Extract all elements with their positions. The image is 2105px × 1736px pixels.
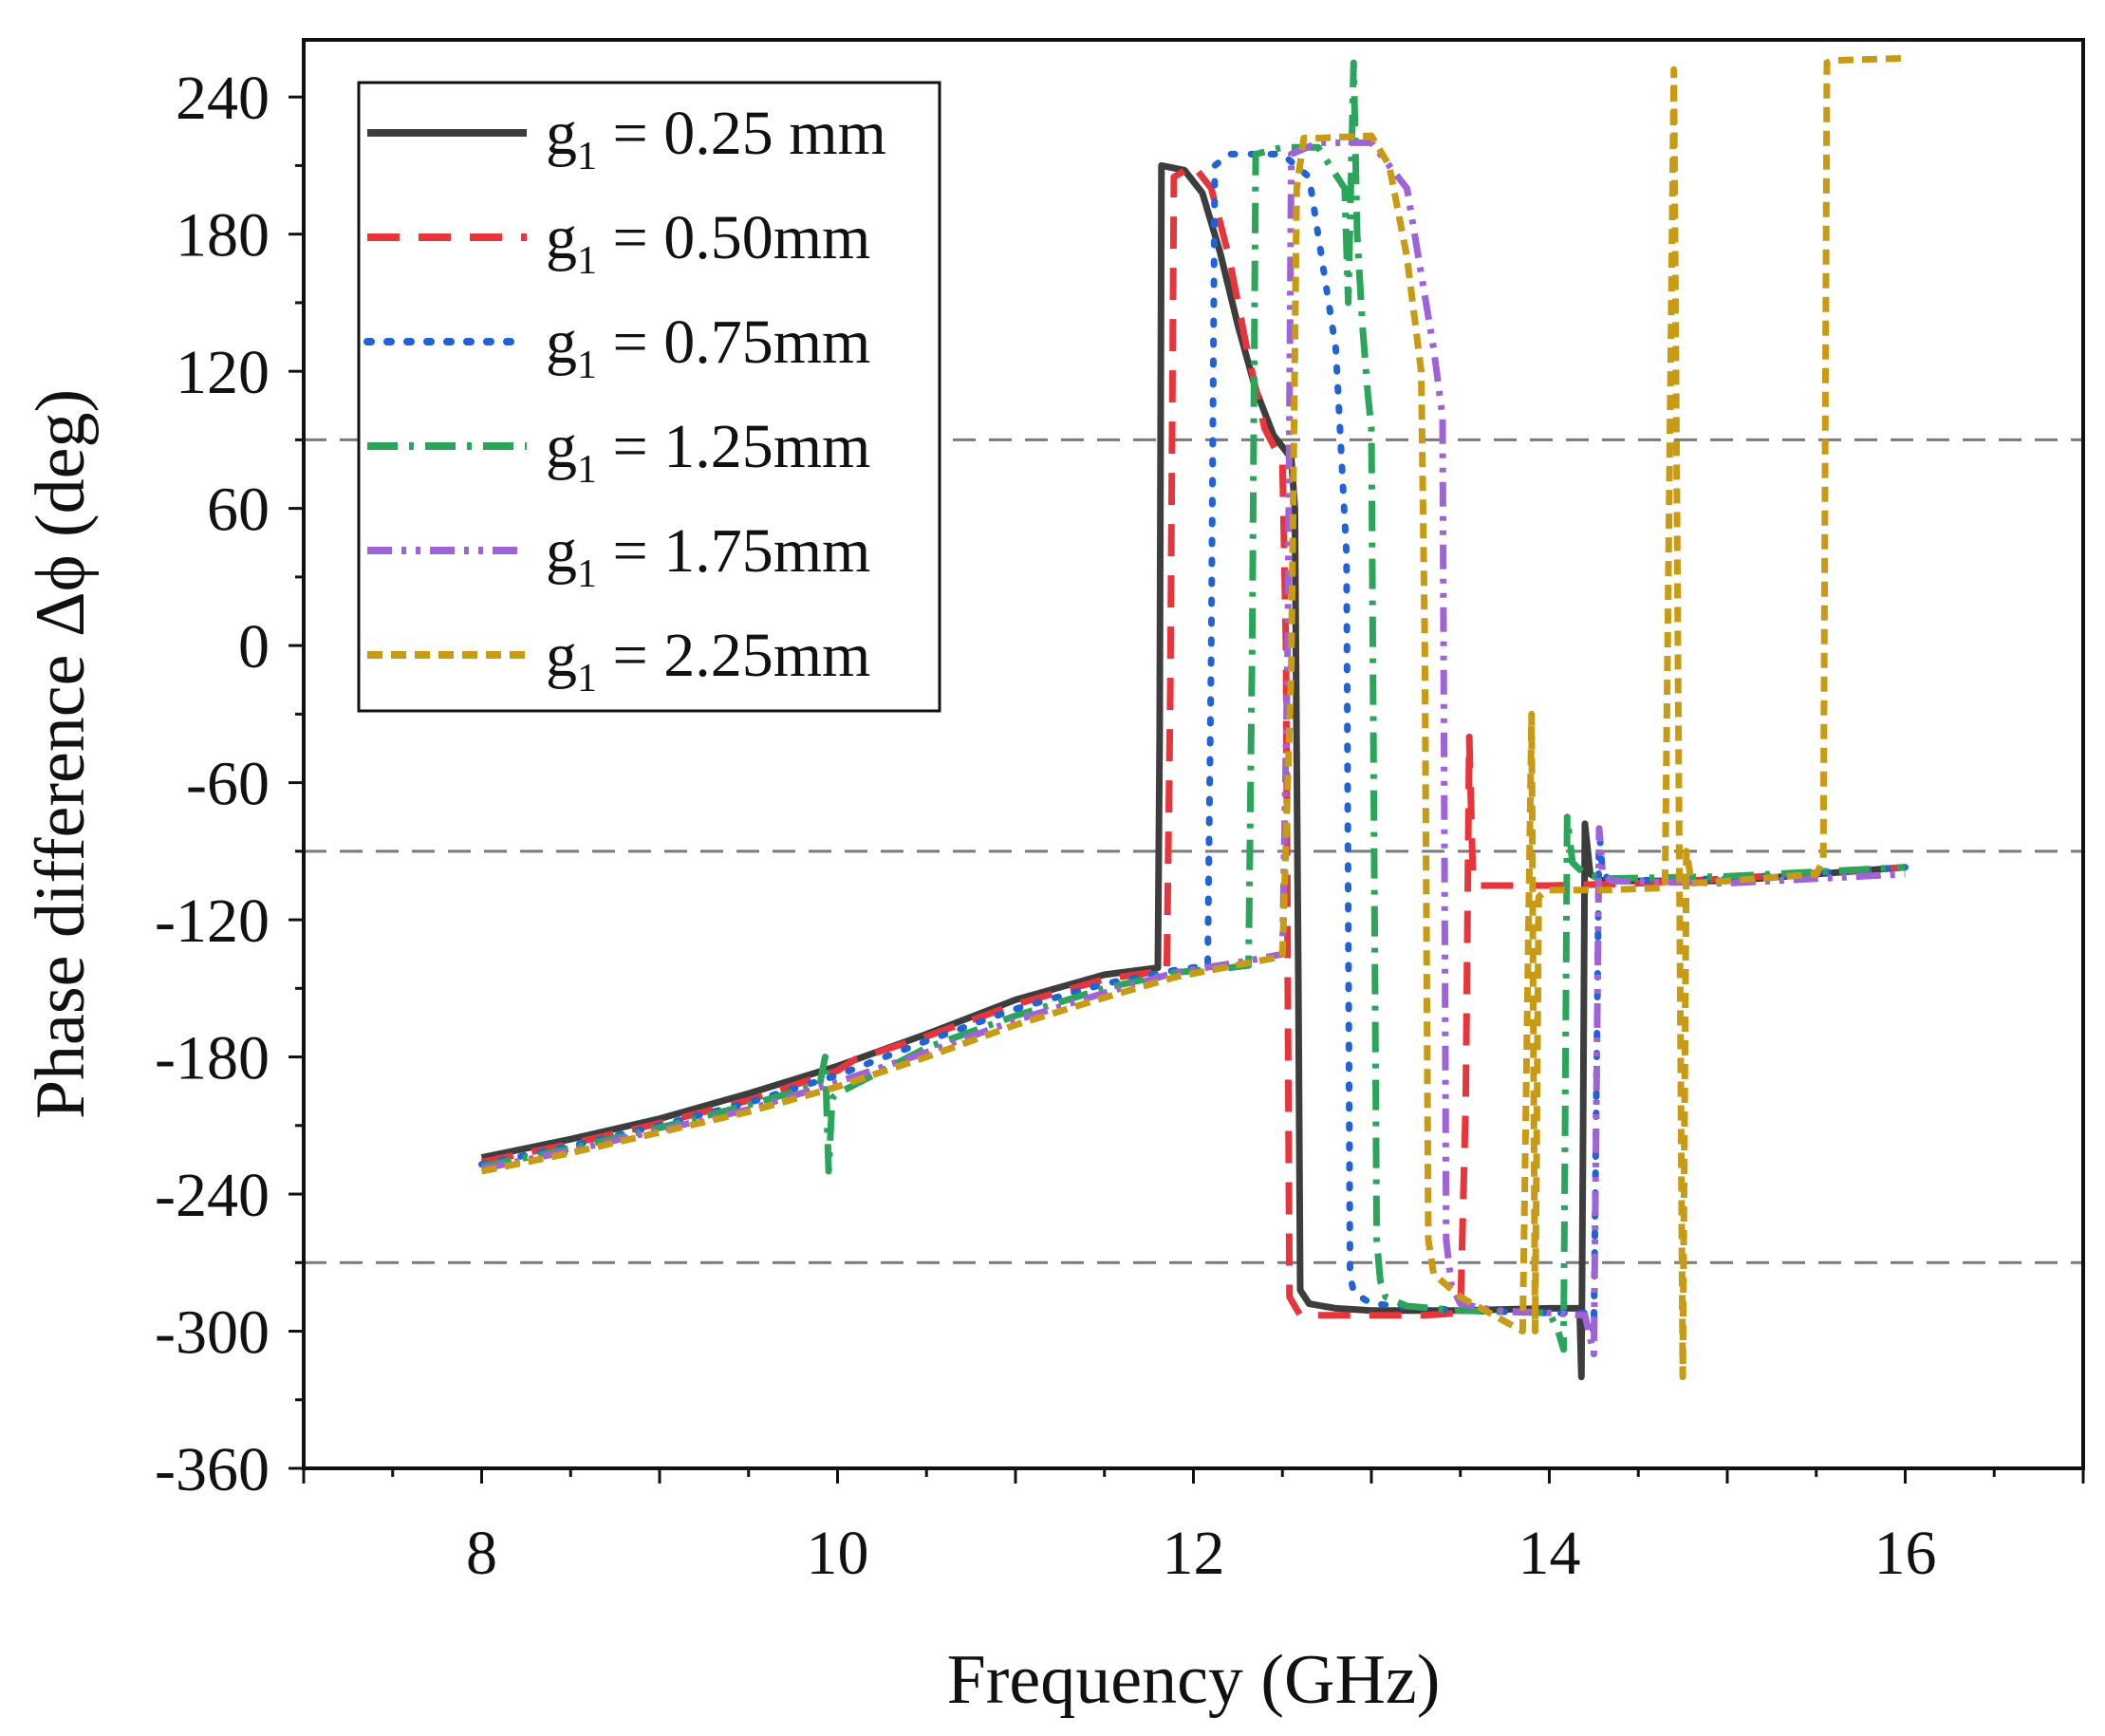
y-tick-label: -240 <box>155 1161 270 1230</box>
legend-entry-2: g1 = 0.50mm <box>546 203 870 283</box>
legend-symbol: g <box>546 621 577 690</box>
legend-entry-5: g1 = 1.75mm <box>546 516 870 596</box>
x-axis-label: Frequency (GHz) <box>947 1641 1441 1719</box>
y-tick-label: -300 <box>155 1298 270 1368</box>
x-tick-label: 14 <box>1518 1519 1581 1588</box>
legend-subscript: 1 <box>577 448 597 492</box>
legend-subscript: 1 <box>577 239 597 283</box>
y-tick-label: 60 <box>207 476 270 545</box>
y-tick-label: 180 <box>176 201 270 271</box>
legend-value: = 1.25mm <box>597 412 870 481</box>
series-line-6 <box>480 54 1906 1381</box>
legend-entry-6: g1 = 2.25mm <box>546 621 870 700</box>
legend-symbol: g <box>546 99 577 168</box>
y-tick-label: -180 <box>155 1024 270 1093</box>
legend-symbol: g <box>546 203 577 272</box>
y-tick-label: -60 <box>186 750 270 819</box>
series-layer <box>478 54 1909 1381</box>
x-tick-label: 10 <box>807 1519 869 1588</box>
legend-subscript: 1 <box>577 657 597 700</box>
y-tick-label: -360 <box>155 1435 270 1504</box>
legend-value: = 2.25mm <box>597 621 870 690</box>
legend-entry-4: g1 = 1.25mm <box>546 412 870 492</box>
y-tick-label: 240 <box>176 64 270 133</box>
series-line-4 <box>480 59 1906 1353</box>
legend-value: = 0.50mm <box>597 203 870 272</box>
legend-symbol: g <box>546 308 577 377</box>
legend-value: = 0.75mm <box>597 308 870 377</box>
legend-box <box>357 81 941 713</box>
y-tick-label: 0 <box>238 612 270 681</box>
legend-symbol: g <box>546 412 577 481</box>
x-tick-label: 12 <box>1163 1519 1225 1588</box>
legend-entry-3: g1 = 0.75mm <box>546 308 870 387</box>
legend-symbol: g <box>546 516 577 586</box>
series-line-5 <box>480 139 1906 1358</box>
x-axis-ticks: 8 10 12 14 16 <box>302 1468 2085 1588</box>
legend-subscript: 1 <box>577 135 597 178</box>
legend-value: = 1.75mm <box>597 516 870 586</box>
legend-entry-1: g1 = 0.25 mm <box>546 99 886 178</box>
series-line-2 <box>480 161 1906 1319</box>
legend-value: = 0.25 mm <box>597 99 886 168</box>
legend-subscript: 1 <box>577 344 597 387</box>
y-axis-ticks: -360 -300 -240 -180 -120 -60 0 60 120 180 240 <box>155 64 304 1504</box>
legend-subscript: 1 <box>577 552 597 596</box>
y-axis-label: Phase difference Δϕ (deg) <box>22 389 100 1119</box>
y-tick-label: 120 <box>176 338 270 407</box>
x-tick-label: 16 <box>1874 1519 1937 1588</box>
x-tick-label: 8 <box>466 1519 497 1588</box>
series-line-3 <box>478 150 1909 1335</box>
y-tick-label: -120 <box>155 887 270 956</box>
